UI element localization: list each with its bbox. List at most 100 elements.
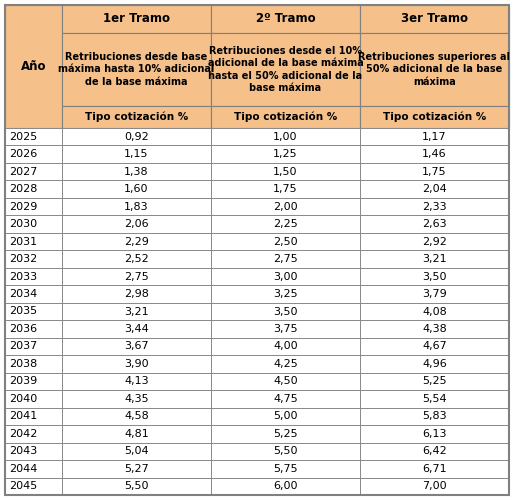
Bar	[360, 372, 509, 390]
Text: 1,17: 1,17	[422, 132, 447, 141]
Bar	[5, 5, 62, 128]
Text: 2,50: 2,50	[273, 236, 298, 246]
Text: 2,04: 2,04	[422, 184, 447, 194]
Bar	[5, 146, 62, 163]
Text: 4,13: 4,13	[124, 376, 149, 386]
Bar	[211, 372, 360, 390]
Text: 2º Tramo: 2º Tramo	[255, 12, 315, 26]
Text: 1,38: 1,38	[124, 166, 149, 176]
Text: 4,08: 4,08	[422, 306, 447, 316]
Text: 4,25: 4,25	[273, 359, 298, 369]
Text: 4,75: 4,75	[273, 394, 298, 404]
Text: 2039: 2039	[9, 376, 37, 386]
Bar	[360, 390, 509, 407]
Text: Tipo cotización %: Tipo cotización %	[234, 112, 337, 122]
Text: 7,00: 7,00	[422, 482, 447, 492]
Bar	[211, 303, 360, 320]
Text: 2045: 2045	[9, 482, 37, 492]
Text: 1,50: 1,50	[273, 166, 298, 176]
Bar	[62, 216, 211, 233]
Text: 1,46: 1,46	[422, 149, 447, 159]
Bar	[5, 250, 62, 268]
Bar	[5, 390, 62, 407]
Bar	[211, 180, 360, 198]
Bar	[360, 338, 509, 355]
Text: 5,50: 5,50	[273, 446, 298, 456]
Bar	[211, 442, 360, 460]
Text: 3,21: 3,21	[422, 254, 447, 264]
Bar	[5, 216, 62, 233]
Text: 3,75: 3,75	[273, 324, 298, 334]
Text: 2028: 2028	[9, 184, 38, 194]
Bar	[62, 355, 211, 372]
Bar	[62, 233, 211, 250]
Text: 3,50: 3,50	[422, 272, 447, 281]
Bar	[62, 163, 211, 180]
Text: 3,79: 3,79	[422, 289, 447, 299]
Text: 2037: 2037	[9, 342, 37, 351]
Bar	[5, 198, 62, 216]
Bar	[5, 320, 62, 338]
Bar	[360, 286, 509, 303]
Bar	[62, 250, 211, 268]
Text: 4,58: 4,58	[124, 412, 149, 422]
Bar	[5, 286, 62, 303]
Text: 4,96: 4,96	[422, 359, 447, 369]
Bar	[5, 425, 62, 442]
Text: Tipo cotización %: Tipo cotización %	[85, 112, 188, 122]
Text: Año: Año	[21, 60, 46, 73]
Text: 2040: 2040	[9, 394, 37, 404]
Text: 2,00: 2,00	[273, 202, 298, 211]
Text: 4,35: 4,35	[124, 394, 149, 404]
Text: 2,75: 2,75	[273, 254, 298, 264]
Bar	[360, 478, 509, 495]
Bar	[211, 5, 360, 33]
Bar	[211, 128, 360, 146]
Text: 2,25: 2,25	[273, 219, 298, 229]
Bar	[360, 106, 509, 128]
Bar	[62, 460, 211, 477]
Bar	[62, 338, 211, 355]
Text: 1,75: 1,75	[273, 184, 298, 194]
Text: 4,81: 4,81	[124, 429, 149, 439]
Bar	[211, 390, 360, 407]
Bar	[211, 320, 360, 338]
Text: 2029: 2029	[9, 202, 38, 211]
Bar	[360, 163, 509, 180]
Text: 1,00: 1,00	[273, 132, 298, 141]
Text: 5,25: 5,25	[422, 376, 447, 386]
Bar	[211, 250, 360, 268]
Text: 3,90: 3,90	[124, 359, 149, 369]
Bar	[211, 33, 360, 106]
Text: 2,29: 2,29	[124, 236, 149, 246]
Bar	[211, 460, 360, 477]
Bar	[62, 33, 211, 106]
Bar	[62, 146, 211, 163]
Text: 5,27: 5,27	[124, 464, 149, 474]
Text: 6,13: 6,13	[422, 429, 447, 439]
Text: 2025: 2025	[9, 132, 37, 141]
Text: 2,98: 2,98	[124, 289, 149, 299]
Bar	[5, 355, 62, 372]
Text: 2,92: 2,92	[422, 236, 447, 246]
Text: 2038: 2038	[9, 359, 37, 369]
Text: 3,21: 3,21	[124, 306, 149, 316]
Text: 3,67: 3,67	[124, 342, 149, 351]
Bar	[5, 128, 62, 146]
Bar	[211, 286, 360, 303]
Text: Retribuciones superiores al
50% adicional de la base
máxima: Retribuciones superiores al 50% adiciona…	[358, 52, 510, 87]
Text: 2034: 2034	[9, 289, 37, 299]
Bar	[360, 442, 509, 460]
Bar	[5, 163, 62, 180]
Bar	[62, 390, 211, 407]
Bar	[5, 303, 62, 320]
Text: 2,06: 2,06	[124, 219, 149, 229]
Bar	[211, 355, 360, 372]
Text: Retribuciones desde base
máxima hasta 10% adicional
de la base máxima: Retribuciones desde base máxima hasta 10…	[58, 52, 215, 87]
Text: 2041: 2041	[9, 412, 37, 422]
Bar	[211, 216, 360, 233]
Bar	[360, 216, 509, 233]
Bar	[62, 5, 211, 33]
Bar	[62, 286, 211, 303]
Text: 2,63: 2,63	[422, 219, 447, 229]
